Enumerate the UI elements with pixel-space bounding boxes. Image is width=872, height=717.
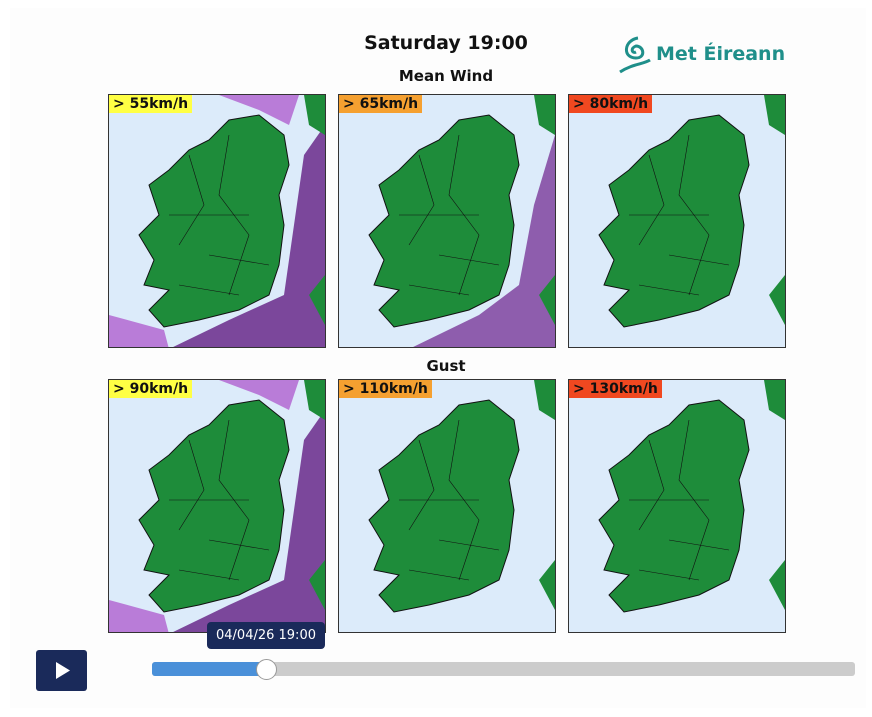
map-panel: > 130km/h — [568, 379, 786, 633]
threshold-label: > 65km/h — [339, 95, 423, 113]
map-panel: > 65km/h — [338, 94, 556, 348]
logo-icon — [619, 36, 651, 74]
map-panel: > 55km/h — [108, 94, 326, 348]
title: Saturday 19:00 — [364, 32, 528, 54]
section-title: Gust — [426, 357, 466, 375]
slider-fill — [152, 662, 266, 676]
section-title: Mean Wind — [398, 67, 494, 85]
map-panel: > 80km/h — [568, 94, 786, 348]
logo-text: Met Éireann — [656, 43, 786, 65]
threshold-label: > 110km/h — [339, 380, 432, 398]
threshold-label: > 80km/h — [569, 95, 653, 113]
map-panel: > 90km/h — [108, 379, 326, 633]
slider-thumb[interactable] — [256, 659, 277, 680]
map-panel: > 110km/h — [338, 379, 556, 633]
threshold-label: > 55km/h — [109, 95, 193, 113]
threshold-label: > 90km/h — [109, 380, 193, 398]
time-tooltip: 04/04/26 19:00 — [207, 622, 325, 649]
logo: Met Éireann — [618, 34, 785, 74]
play-button[interactable] — [36, 650, 87, 691]
threshold-label: > 130km/h — [569, 380, 662, 398]
time-slider[interactable] — [152, 662, 855, 676]
